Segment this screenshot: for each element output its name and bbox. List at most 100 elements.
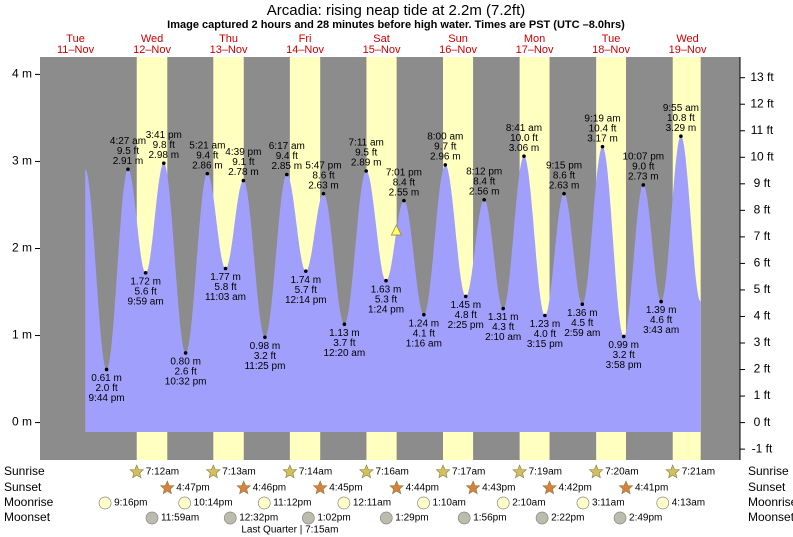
tide-point bbox=[126, 167, 130, 172]
sunrise-icon bbox=[282, 464, 298, 479]
y-tick-label: 1 m bbox=[12, 328, 32, 342]
sunrise-time: 7:17am bbox=[452, 467, 485, 478]
sunset-icon bbox=[159, 480, 175, 495]
tide-point bbox=[241, 178, 246, 183]
tide-label: 2.98 m bbox=[149, 150, 180, 161]
tide-label: 2.73 m bbox=[628, 172, 659, 183]
sunset-time: 4:43pm bbox=[482, 483, 515, 494]
tide-label: 9:44 pm bbox=[89, 393, 125, 404]
row-label: Sunrise bbox=[4, 464, 45, 478]
moonrise-time: 12:11am bbox=[353, 498, 391, 509]
tide-label: 8.4 ft bbox=[393, 177, 415, 188]
tide-label: 3:15 pm bbox=[527, 339, 563, 350]
tide-label: 8:12 pm bbox=[466, 166, 502, 177]
moonrise-icon bbox=[576, 496, 590, 510]
moonrise-time: 4:13am bbox=[672, 498, 705, 509]
tide-label: 8:41 am bbox=[506, 123, 542, 134]
tide-label: 2.63 m bbox=[308, 180, 339, 191]
chart-title: Arcadia: rising neap tide at 2.2m (7.2ft… bbox=[267, 2, 525, 19]
weekday-label: Wed bbox=[141, 33, 163, 45]
tide-label: 0.80 m bbox=[170, 357, 201, 368]
sunset-time: 4:45pm bbox=[329, 483, 362, 494]
tide-label: 8.6 ft bbox=[553, 170, 575, 181]
tide-label: 4.0 ft bbox=[534, 329, 556, 340]
tide-label: 1.45 m bbox=[450, 300, 481, 311]
chart-subtitle: Image captured 2 hours and 28 minutes be… bbox=[167, 19, 625, 31]
moonrise-icon bbox=[178, 496, 192, 510]
tide-label: 3.29 m bbox=[666, 123, 697, 134]
tide-point bbox=[402, 198, 406, 203]
sunset-icon bbox=[618, 480, 634, 495]
date-label: 18–Nov bbox=[592, 44, 630, 56]
tide-label: 6:17 am bbox=[269, 141, 305, 152]
tide-point bbox=[183, 351, 188, 355]
moonrise-icon bbox=[417, 496, 430, 510]
tide-point bbox=[223, 266, 228, 271]
moonrise-time: 10:14pm bbox=[194, 498, 233, 509]
moonrise-time: 1:10am bbox=[433, 498, 466, 509]
tide-label: 9.1 ft bbox=[232, 157, 254, 168]
tide-point bbox=[501, 306, 506, 311]
tide-point bbox=[482, 197, 486, 202]
tide-label: 4.8 ft bbox=[455, 310, 477, 321]
tide-label: 9.5 ft bbox=[355, 148, 377, 159]
weekday-label: Thu bbox=[219, 33, 238, 45]
tide-point bbox=[543, 313, 547, 318]
tide-point bbox=[104, 367, 109, 372]
tide-label: 2.63 m bbox=[549, 180, 580, 191]
moonset-icon bbox=[379, 511, 393, 525]
moonrise-time: 11:12pm bbox=[273, 498, 311, 509]
y2-tick-label: 10 ft bbox=[750, 149, 774, 163]
tide-label: 4:27 am bbox=[110, 136, 146, 147]
tide-label: 12:20 am bbox=[324, 348, 366, 359]
moonset-time: 12:32pm bbox=[239, 513, 278, 524]
row-label: Sunset bbox=[748, 480, 786, 494]
sunset-time: 4:41pm bbox=[635, 483, 668, 494]
tide-label: 9.5 ft bbox=[117, 146, 139, 157]
moonset-icon bbox=[613, 511, 627, 525]
sunrise-icon bbox=[129, 464, 145, 479]
sunrise-icon bbox=[359, 464, 374, 479]
tide-label: 9:55 am bbox=[663, 103, 699, 114]
y2-tick-label: 6 ft bbox=[754, 256, 771, 270]
moonset-icon bbox=[535, 511, 549, 525]
tide-label: 2:59 am bbox=[564, 328, 600, 339]
weekday-label: Wed bbox=[676, 33, 698, 45]
tide-label: 2.91 m bbox=[113, 156, 144, 167]
tide-label: 1.72 m bbox=[130, 277, 161, 288]
moonrise-icon bbox=[98, 496, 112, 510]
tide-label: 2.86 m bbox=[192, 160, 223, 171]
moon-phase: Last Quarter | 7:15am bbox=[241, 525, 338, 536]
tide-label: 2.56 m bbox=[469, 186, 500, 197]
tide-label: 4.1 ft bbox=[413, 328, 435, 339]
tide-label: 5.7 ft bbox=[295, 285, 317, 296]
sunset-time: 4:44pm bbox=[406, 483, 439, 494]
moonrise-icon bbox=[496, 496, 510, 510]
row-label: Moonset bbox=[748, 510, 793, 524]
tide-point bbox=[384, 278, 388, 283]
y2-tick-label: 0 ft bbox=[754, 415, 771, 429]
tide-point bbox=[679, 134, 683, 139]
tide-label: 8.6 ft bbox=[312, 170, 334, 181]
date-label: 11–Nov bbox=[57, 44, 95, 56]
sunset-icon bbox=[389, 480, 405, 495]
moonset-time: 1:02pm bbox=[317, 513, 350, 524]
tide-label: 2.85 m bbox=[272, 161, 303, 172]
date-label: 12–Nov bbox=[133, 44, 171, 56]
tide-label: 10.8 ft bbox=[667, 113, 695, 124]
moonset-time: 11:59am bbox=[161, 513, 199, 524]
tide-label: 3.2 ft bbox=[254, 351, 276, 362]
water-layer bbox=[85, 136, 701, 432]
tide-point bbox=[641, 183, 646, 187]
tide-label: 1.13 m bbox=[329, 328, 360, 339]
tide-point bbox=[342, 322, 347, 327]
tide-label: 1:16 am bbox=[406, 338, 442, 349]
tide-label: 10:07 pm bbox=[622, 152, 664, 163]
y2-tick-label: 5 ft bbox=[754, 282, 771, 296]
tide-label: 1.77 m bbox=[210, 272, 241, 283]
tide-label: 11:03 am bbox=[205, 292, 246, 303]
tide-label: 1.39 m bbox=[646, 305, 677, 316]
y-tick-label: 2 m bbox=[12, 241, 32, 255]
